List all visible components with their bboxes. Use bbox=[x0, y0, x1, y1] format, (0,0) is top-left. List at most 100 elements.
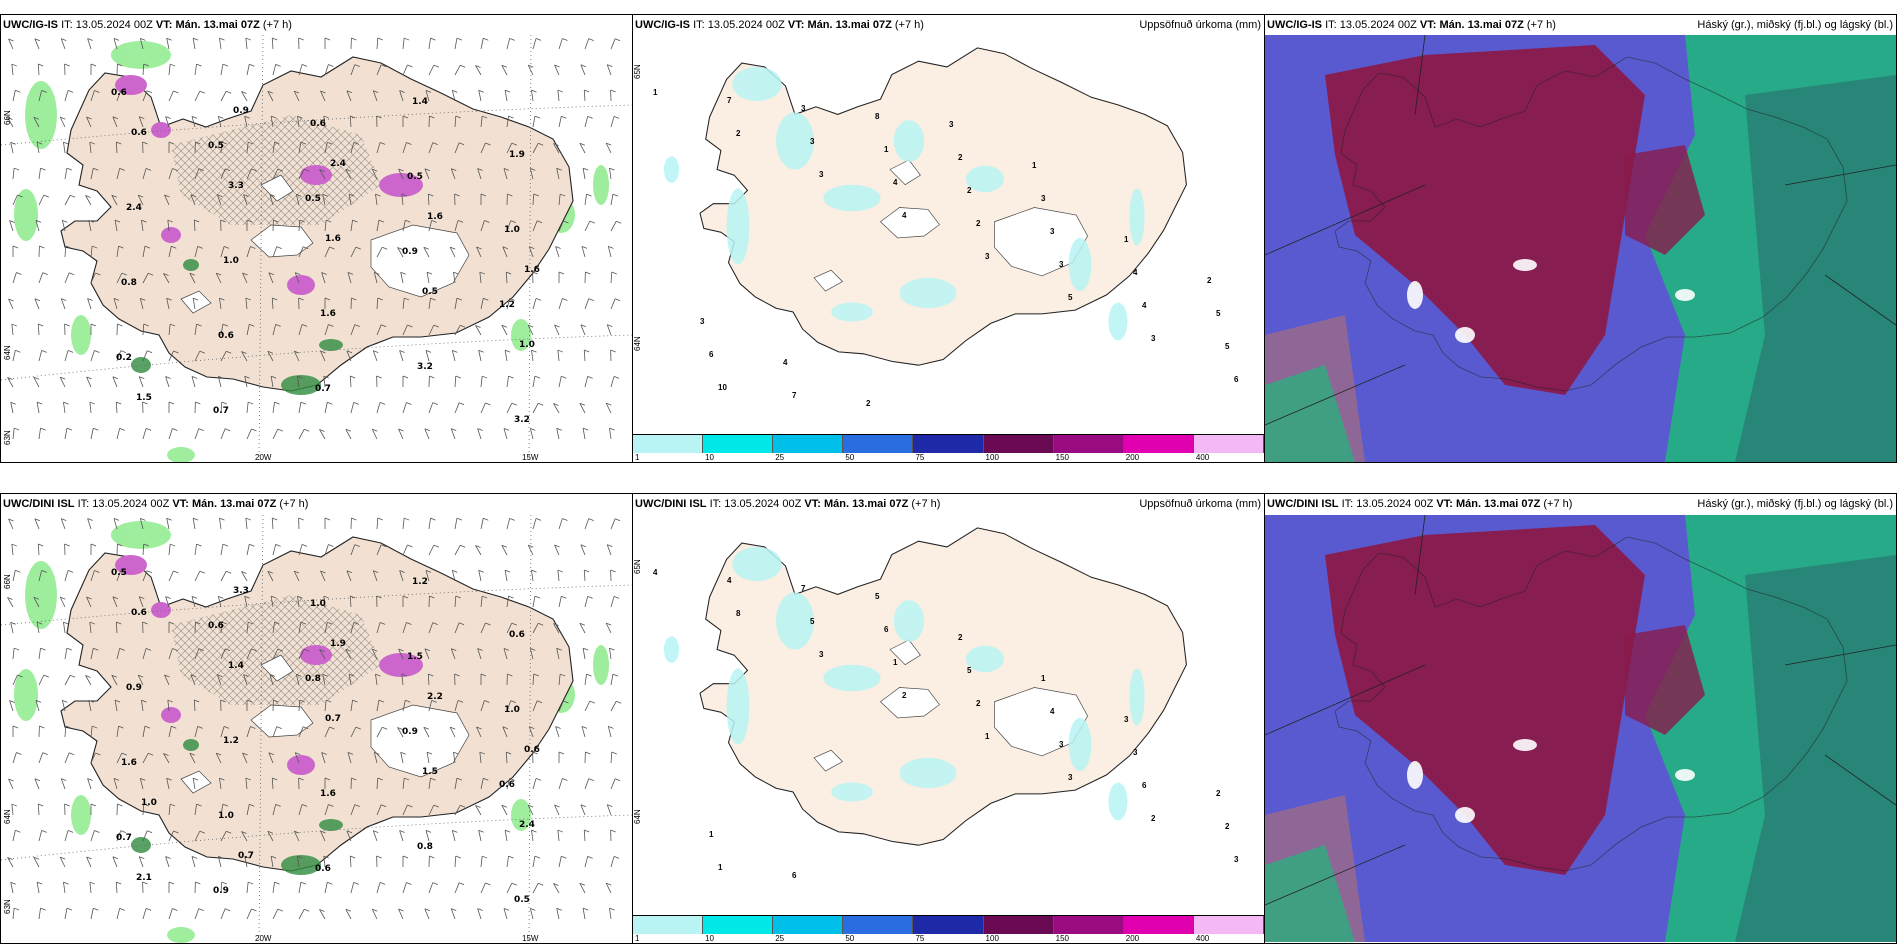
value-label: 2.4 bbox=[519, 820, 535, 830]
value-label: 3 bbox=[1041, 194, 1046, 203]
value-label: 0.6 bbox=[218, 331, 234, 341]
glacier bbox=[889, 159, 921, 186]
scale-label: 1 bbox=[635, 453, 640, 462]
value-label: 7 bbox=[792, 391, 797, 400]
value-label: 0.9 bbox=[213, 886, 229, 896]
graticule bbox=[1265, 514, 1896, 906]
model-name: UWC/DINI ISL bbox=[3, 498, 75, 510]
panel-title: Uppsöfnuð úrkoma (mm) bbox=[1139, 498, 1261, 510]
vt-label: VT: bbox=[1436, 498, 1453, 510]
value-label: 1 bbox=[893, 658, 898, 667]
scale-label: 50 bbox=[845, 934, 855, 943]
value-label: 4 bbox=[893, 178, 898, 187]
value-label: 2 bbox=[976, 219, 981, 228]
value-label: 1.0 bbox=[223, 256, 239, 266]
scale-label: 75 bbox=[915, 934, 925, 943]
value-label: 0.7 bbox=[325, 714, 341, 724]
high-cloud bbox=[1325, 525, 1645, 875]
lon-label: 15W bbox=[522, 934, 539, 943]
scale-segment bbox=[1123, 435, 1194, 453]
value-label: 1 bbox=[1041, 674, 1046, 683]
value-label: 3.2 bbox=[417, 362, 433, 372]
value-label: 1.0 bbox=[504, 705, 520, 715]
map-panel-bottom-precip: UWC/DINI ISL IT: 13.05.2024 00Z VT: Mán.… bbox=[632, 493, 1265, 944]
glacier bbox=[260, 654, 294, 682]
it-label: IT: bbox=[693, 19, 705, 31]
value-label: 0.6 bbox=[208, 621, 224, 631]
scale-label: 200 bbox=[1125, 453, 1140, 462]
land-precip bbox=[131, 357, 151, 373]
cloud-gap bbox=[1407, 761, 1423, 789]
value-label: 1.6 bbox=[320, 789, 336, 799]
land-precip bbox=[183, 739, 199, 751]
lat-label: 64N bbox=[3, 809, 12, 824]
glacier bbox=[813, 749, 844, 772]
it-value: 13.05.2024 00Z bbox=[75, 19, 153, 31]
lead-time: (+7 h) bbox=[279, 498, 309, 510]
it-label: IT: bbox=[61, 19, 73, 31]
scale-segment bbox=[1193, 435, 1264, 453]
scale-segment bbox=[703, 916, 774, 934]
value-label: 1 bbox=[1124, 235, 1129, 244]
cloud-gap bbox=[1675, 769, 1695, 781]
vt-value: Mán. 13.mai 07Z bbox=[1455, 498, 1541, 510]
lat-label: 65N bbox=[633, 559, 642, 574]
value-label: 0.8 bbox=[121, 278, 137, 288]
value-label: 10 bbox=[718, 383, 727, 392]
value-label: 1 bbox=[1032, 161, 1037, 170]
scale-label: 10 bbox=[705, 453, 715, 462]
value-label: 1.5 bbox=[136, 393, 152, 403]
value-label: 1.4 bbox=[228, 661, 244, 671]
value-label: 2 bbox=[976, 699, 981, 708]
scale-segment bbox=[633, 435, 704, 453]
value-label: 1.0 bbox=[504, 225, 520, 235]
scale-segment bbox=[1193, 916, 1264, 934]
glacier bbox=[180, 770, 212, 794]
snow-patch bbox=[151, 122, 171, 138]
value-label: 5 bbox=[1216, 309, 1221, 318]
value-label: 3 bbox=[1068, 773, 1073, 782]
precip-shading bbox=[663, 546, 1145, 821]
model-name: UWC/IG-IS bbox=[3, 19, 58, 31]
value-label: 0.6 bbox=[524, 745, 540, 755]
it-label: IT: bbox=[77, 498, 90, 510]
lat-label: 65N bbox=[633, 64, 642, 79]
value-label: 1.9 bbox=[330, 639, 346, 649]
value-label: 4 bbox=[902, 211, 907, 220]
lat-label: 66N bbox=[3, 110, 12, 125]
scale-segment bbox=[703, 435, 774, 453]
precip-color-scale bbox=[633, 434, 1264, 453]
value-label: 3 bbox=[819, 650, 824, 659]
vt-label: VT: bbox=[155, 19, 173, 31]
map-panel-bottom-cloud: UWC/DINI ISL IT: 13.05.2024 00Z VT: Mán.… bbox=[1264, 493, 1897, 944]
precip-value-labels: 0.5 0.6 0.8 0.9 0.6 0.7 0.9 1.0 1.5 1.0 1.6 1.0 0.6 1… bbox=[111, 568, 540, 905]
lead-time: (+7 h) bbox=[894, 19, 924, 31]
value-label: 1.2 bbox=[412, 577, 428, 587]
scale-segment bbox=[913, 916, 984, 934]
value-label: 4 bbox=[727, 576, 732, 585]
scale-label: 400 bbox=[1195, 934, 1210, 943]
value-label: 0.9 bbox=[402, 727, 418, 737]
value-label: 1 bbox=[884, 145, 889, 154]
wind-map: 0.6 0.5 0.5 0.9 1.2 0.2 0.7 0.6 0.5 1.0 0.8 0.6 0.7 1… bbox=[1, 35, 632, 462]
value-label: 3 bbox=[1059, 260, 1064, 269]
it-label: IT: bbox=[1325, 19, 1337, 31]
scale-label: 400 bbox=[1195, 453, 1210, 462]
value-label: 5 bbox=[1225, 342, 1230, 351]
cloud-gap bbox=[1407, 281, 1423, 309]
value-label: 2 bbox=[958, 633, 963, 642]
wind-barbs bbox=[7, 517, 622, 920]
snow-patch bbox=[161, 707, 181, 723]
value-label: 4 bbox=[1133, 268, 1138, 277]
scale-segment bbox=[773, 916, 844, 934]
scale-label: 150 bbox=[1055, 934, 1070, 943]
precip-scale-labels: 1 10 25 50 75 100 150 200 400 bbox=[633, 934, 1264, 943]
scale-segment bbox=[843, 435, 914, 453]
value-label: 7 bbox=[801, 584, 806, 593]
snow-patch bbox=[300, 165, 332, 185]
glacier bbox=[879, 687, 940, 719]
value-label: 1.6 bbox=[320, 309, 336, 319]
vt-label: VT: bbox=[172, 498, 189, 510]
value-label: 0.7 bbox=[238, 851, 254, 861]
lat-label: 64N bbox=[633, 336, 642, 351]
